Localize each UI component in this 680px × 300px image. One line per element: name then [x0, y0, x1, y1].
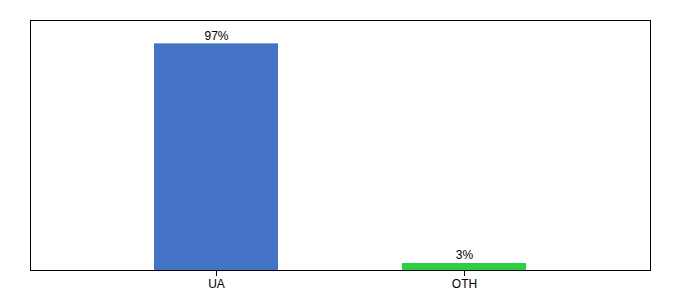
svg-text:3%: 3% — [456, 248, 474, 262]
svg-text:97%: 97% — [204, 29, 228, 43]
svg-text:UA: UA — [208, 277, 225, 291]
svg-text:OTH: OTH — [452, 277, 477, 291]
